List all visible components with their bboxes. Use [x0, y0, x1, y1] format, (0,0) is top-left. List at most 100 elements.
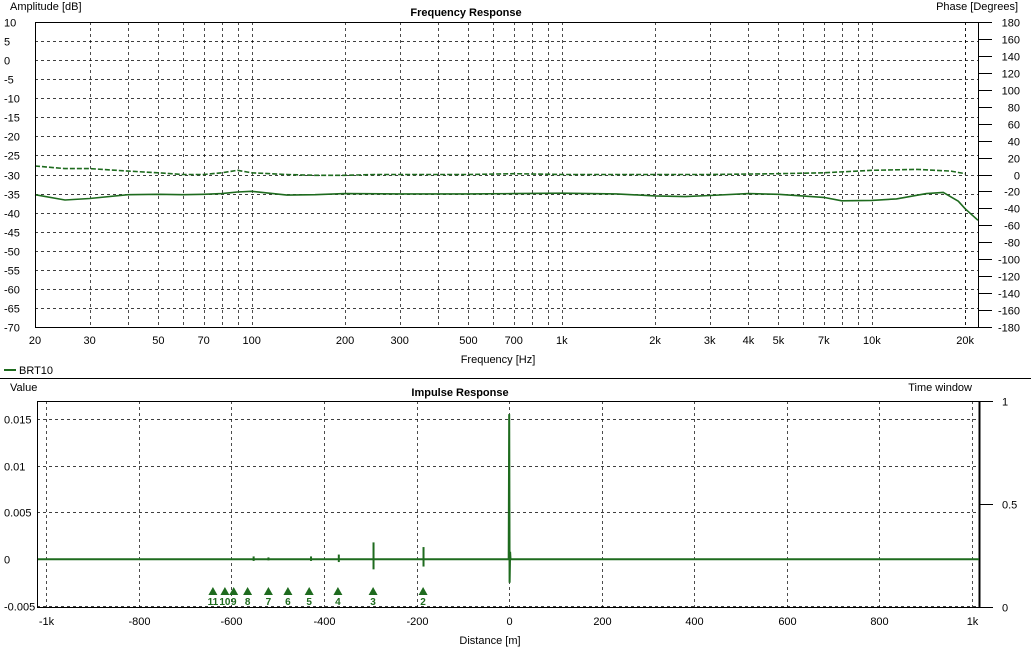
freq-y2-tick-label: -120 [998, 272, 1020, 284]
freq-y-tick-label: -10 [4, 94, 20, 106]
freq-y2-tick-label: 80 [1008, 103, 1020, 115]
reflection-marker-label: 10 [219, 597, 231, 608]
freq-x-tick-label: 1k [556, 335, 568, 347]
reflection-marker-label: 11 [208, 597, 219, 608]
imp-plot-frame [37, 401, 980, 608]
freq-x-tick-label: 700 [505, 335, 523, 347]
reflection-marker-triangle [304, 587, 314, 595]
imp-y2-tick-label: 1 [1002, 397, 1008, 409]
reflection-marker-label: 2 [420, 597, 426, 608]
freq-x-tick-label: 100 [243, 335, 261, 347]
freq-y-tick-label: -40 [4, 209, 20, 221]
freq-x-tick-label: 5k [773, 335, 785, 347]
legend-label-brt10: BRT10 [19, 365, 53, 377]
freq-x-tick-label: 500 [459, 335, 477, 347]
freq-y2-tick-label: 180 [1002, 18, 1020, 30]
imp-y2-tick-label: 0.5 [1002, 500, 1017, 512]
imp-y2-axis-label: Time window [908, 382, 972, 394]
imp-x-axis-label: Distance [m] [459, 635, 520, 647]
freq-x-tick-label: 7k [818, 335, 830, 347]
imp-response-line [37, 414, 979, 583]
freq-x-tick-label: 10k [863, 335, 881, 347]
freq-x-tick-label: 20k [956, 335, 974, 347]
reflection-marker-label: 7 [266, 597, 272, 608]
freq-y2-ticks: 180 160 140 120 100 80 60 40 20 0 -20 -40 -60 -80 -100… [978, 18, 1020, 335]
imp-series-group [37, 414, 979, 583]
freq-plot-frame [35, 22, 979, 328]
imp-x-ticks: -1k -800 -600 -400 -200 0 200 400 600 800 1k [39, 616, 979, 628]
imp-x-tick-label: -800 [128, 616, 150, 628]
imp-x-tick-label: -600 [220, 616, 242, 628]
freq-y2-tick-label: 100 [1002, 86, 1020, 98]
freq-x-tick-label: 20 [29, 335, 41, 347]
imp-x-tick-label: 800 [870, 616, 888, 628]
freq-amplitude-line [34, 190, 979, 221]
freq-y-tick-label: 0 [4, 56, 10, 68]
freq-x-tick-label: 30 [83, 335, 95, 347]
imp-x-tick-label: 400 [685, 616, 703, 628]
freq-x-tick-label: 3k [704, 335, 716, 347]
imp-x-tick-label: 0 [506, 616, 512, 628]
freq-y2-tick-label: 160 [1002, 35, 1020, 47]
freq-y2-tick-label: -100 [998, 255, 1020, 267]
reflection-marker-triangle [243, 587, 253, 595]
freq-y2-tick-label: 40 [1008, 137, 1020, 149]
imp-markers: 11 10 9 8 7 6 5 4 3 2 [208, 587, 428, 608]
imp-y-tick-label: 0.005 [4, 508, 32, 520]
freq-y2-tick-label: 120 [1002, 69, 1020, 81]
reflection-marker-triangle [368, 587, 378, 595]
freq-y2-tick-label: -160 [998, 306, 1020, 318]
imp-y-ticks: 0.015 0.01 0.005 0 -0.005 [4, 415, 35, 614]
reflection-marker-triangle [229, 587, 239, 595]
freq-y2-tick-label: -40 [1004, 204, 1020, 216]
reflection-marker-label: 6 [285, 597, 291, 608]
imp-x-tick-label: -400 [313, 616, 335, 628]
freq-y-tick-label: -35 [4, 190, 20, 202]
imp-y-tick-label: 0.015 [4, 415, 32, 427]
freq-y2-tick-label: 60 [1008, 120, 1020, 132]
reflection-marker-triangle [220, 587, 230, 595]
freq-y2-tick-label: -20 [1004, 187, 1020, 199]
reflection-marker-triangle [263, 587, 273, 595]
freq-y2-tick-label: 20 [1008, 154, 1020, 166]
freq-y2-tick-label: -80 [1004, 238, 1020, 250]
freq-y-tick-label: -65 [4, 304, 20, 316]
reflection-marker-label: 3 [370, 597, 376, 608]
frequency-response-chart: Amplitude [dB] Frequency Response Phase … [4, 1, 1020, 366]
legend: BRT10 [4, 365, 53, 377]
freq-y-ticks: 10 5 0 -5 -10 -15 -20 -25 -30 -35 -40 -45 -50 -55 -60 -… [4, 18, 20, 335]
freq-y-tick-label: -15 [4, 113, 20, 125]
freq-y-tick-label: 5 [4, 37, 10, 49]
freq-x-tick-label: 4k [743, 335, 755, 347]
freq-y2-tick-label: -60 [1004, 221, 1020, 233]
freq-chart-title: Frequency Response [410, 7, 521, 19]
imp-y-tick-label: -0.005 [4, 602, 35, 614]
reflection-marker-triangle [283, 587, 293, 595]
freq-y-tick-label: -30 [4, 171, 20, 183]
imp-y-axis-label: Value [10, 382, 37, 394]
freq-x-tick-label: 200 [336, 335, 354, 347]
freq-y-axis-label: Amplitude [dB] [10, 1, 82, 13]
freq-x-tick-label: 70 [198, 335, 210, 347]
imp-y-tick-label: 0 [4, 555, 10, 567]
impulse-response-chart: Value Impulse Response Time window -1k -8… [4, 382, 1017, 647]
imp-x-tick-label: -1k [39, 616, 55, 628]
freq-x-tick-label: 300 [390, 335, 408, 347]
imp-x-tick-label: 200 [593, 616, 611, 628]
freq-y2-tick-label: -180 [998, 323, 1020, 335]
freq-phase-line [34, 165, 966, 177]
freq-y2-axis-label: Phase [Degrees] [936, 1, 1018, 13]
freq-y2-tick-label: 140 [1002, 52, 1020, 64]
reflection-marker-label: 5 [306, 597, 312, 608]
freq-x-tick-label: 50 [152, 335, 164, 347]
freq-x-tick-label: 2k [649, 335, 661, 347]
freq-y-tick-label: -20 [4, 132, 20, 144]
freq-y-tick-label: -45 [4, 228, 20, 240]
reflection-marker-label: 9 [231, 597, 237, 608]
freq-y2-tick-label: 0 [1014, 171, 1020, 183]
freq-y-tick-label: -25 [4, 151, 20, 163]
reflection-marker-triangle [208, 587, 218, 595]
reflection-marker-label: 4 [335, 597, 341, 608]
imp-x-tick-label: 600 [778, 616, 796, 628]
